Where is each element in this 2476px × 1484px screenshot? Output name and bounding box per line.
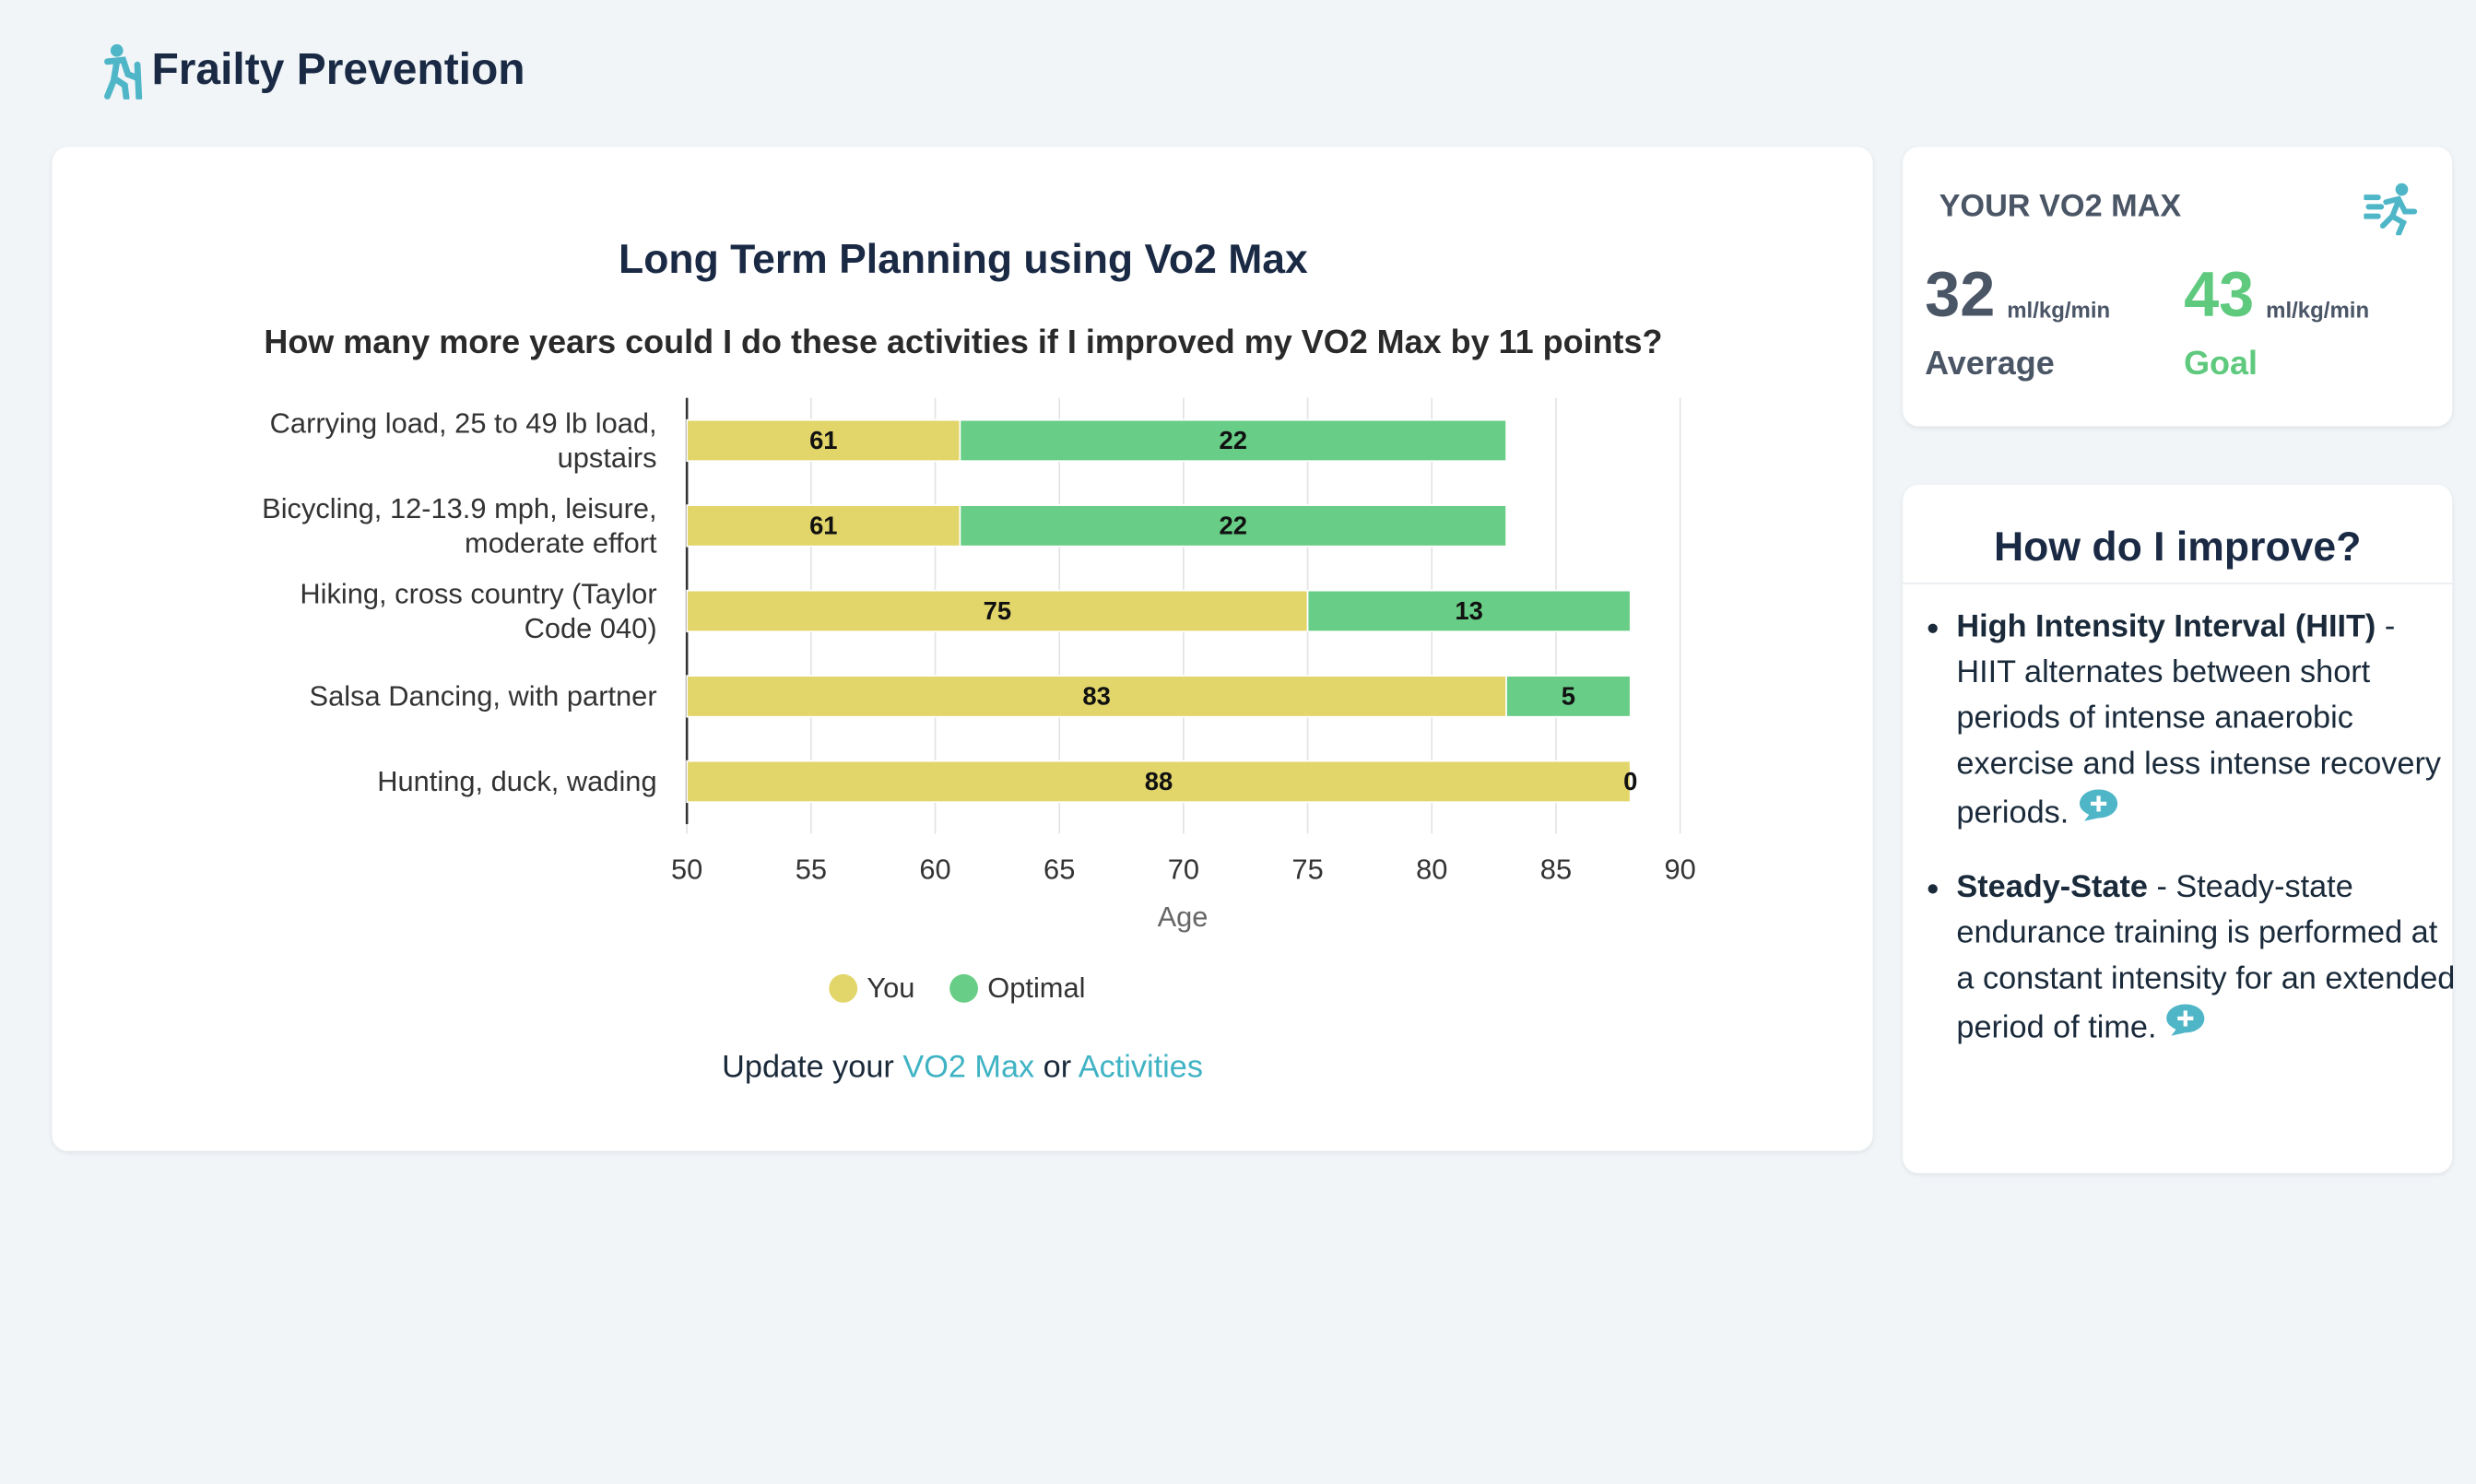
legend-label: Optimal — [987, 972, 1085, 1004]
runner-icon — [2364, 183, 2418, 236]
category-label: Salsa Dancing, with partner — [309, 680, 657, 713]
improve-list: High Intensity Interval (HIIT) - HIIT al… — [1903, 605, 2458, 1080]
bar-segment — [959, 504, 1507, 548]
goal-label: Goal — [2184, 346, 2258, 383]
legend-swatch — [829, 973, 858, 1003]
x-axis-label: Age — [1158, 901, 1209, 933]
legend-label: You — [867, 972, 914, 1004]
improve-card: How do I improve? High Intensity Interva… — [1903, 484, 2455, 1173]
data-label: 75 — [984, 596, 1011, 625]
category-label: Hiking, cross country (Taylor Code 040) — [300, 577, 657, 644]
item-name: High Intensity Interval (HIIT) — [1956, 609, 2376, 644]
more-info-icon[interactable] — [2165, 1003, 2207, 1038]
x-tick-label: 90 — [1664, 854, 1695, 886]
chart: Long Term Planning using Vo2 Max How man… — [264, 237, 1695, 1004]
divider — [1903, 583, 2453, 584]
bar-segment — [686, 760, 1632, 804]
improve-item: Steady-State - Steady-state endurance tr… — [1956, 866, 2458, 1052]
item-name: Steady-State — [1956, 869, 2148, 905]
footer: Update your VO2 Max or Activities — [53, 1050, 1873, 1086]
x-tick-label: 55 — [796, 854, 827, 886]
more-info-icon[interactable] — [2078, 788, 2119, 823]
bar-segment — [686, 418, 961, 463]
legend-swatch — [949, 973, 978, 1003]
bar-segment — [959, 418, 1507, 463]
data-label: 22 — [1220, 511, 1247, 539]
data-label: 61 — [809, 426, 837, 454]
item-text: - HIIT alternates between short periods … — [1956, 609, 2442, 831]
chart-subtitle: How many more years could I do these act… — [264, 323, 1662, 360]
average-label: Average — [1925, 346, 2055, 383]
data-label: 13 — [1455, 596, 1482, 625]
x-tick-label: 80 — [1416, 854, 1447, 886]
x-tick-label: 65 — [1043, 854, 1075, 886]
improve-title: How do I improve? — [1994, 523, 2362, 571]
logo-icon — [104, 43, 143, 100]
data-label: 22 — [1220, 426, 1247, 454]
data-label: 5 — [1562, 681, 1575, 710]
average-unit: ml/kg/min — [2007, 297, 2111, 323]
data-label: 61 — [809, 511, 837, 539]
x-tick-label: 85 — [1540, 854, 1572, 886]
category-label: Carrying load, 25 to 49 lb load, upstair… — [269, 406, 657, 474]
x-tick-label: 50 — [671, 854, 702, 886]
category-label: Hunting, duck, wading — [377, 765, 657, 798]
goal-value: 43 — [2184, 260, 2255, 331]
vo2-heading: YOUR VO2 MAX — [1939, 189, 2182, 225]
bar-segment — [686, 504, 961, 548]
item-text: - Steady-state endurance training is per… — [1956, 869, 2456, 1046]
chart-title: Long Term Planning using Vo2 Max — [619, 237, 1308, 282]
bar-segment — [1306, 589, 1632, 633]
data-label: 83 — [1082, 681, 1110, 710]
average-value: 32 — [1925, 260, 1996, 331]
vo2-card: YOUR VO2 MAX 32 ml/kg/min Average 43 ml/… — [1903, 147, 2453, 427]
x-tick-label: 70 — [1168, 854, 1199, 886]
bar-segment — [686, 675, 1507, 718]
bar-segment — [686, 589, 1309, 633]
app-title: Frailty Prevention — [151, 43, 525, 94]
improve-item: High Intensity Interval (HIIT) - HIIT al… — [1956, 605, 2458, 837]
vo2-link[interactable]: VO2 Max — [902, 1050, 1035, 1085]
activities-link[interactable]: Activities — [1078, 1050, 1203, 1085]
footer-text: or — [1043, 1050, 1072, 1085]
bar-segment — [1505, 675, 1632, 718]
data-label: 0 — [1623, 767, 1637, 795]
footer-text: Update your — [722, 1050, 894, 1085]
goal-unit: ml/kg/min — [2266, 297, 2370, 323]
category-label: Bicycling, 12-13.9 mph, leisure, moderat… — [262, 492, 657, 559]
data-label: 88 — [1145, 767, 1173, 795]
x-tick-label: 60 — [919, 854, 950, 886]
x-tick-label: 75 — [1291, 854, 1323, 886]
